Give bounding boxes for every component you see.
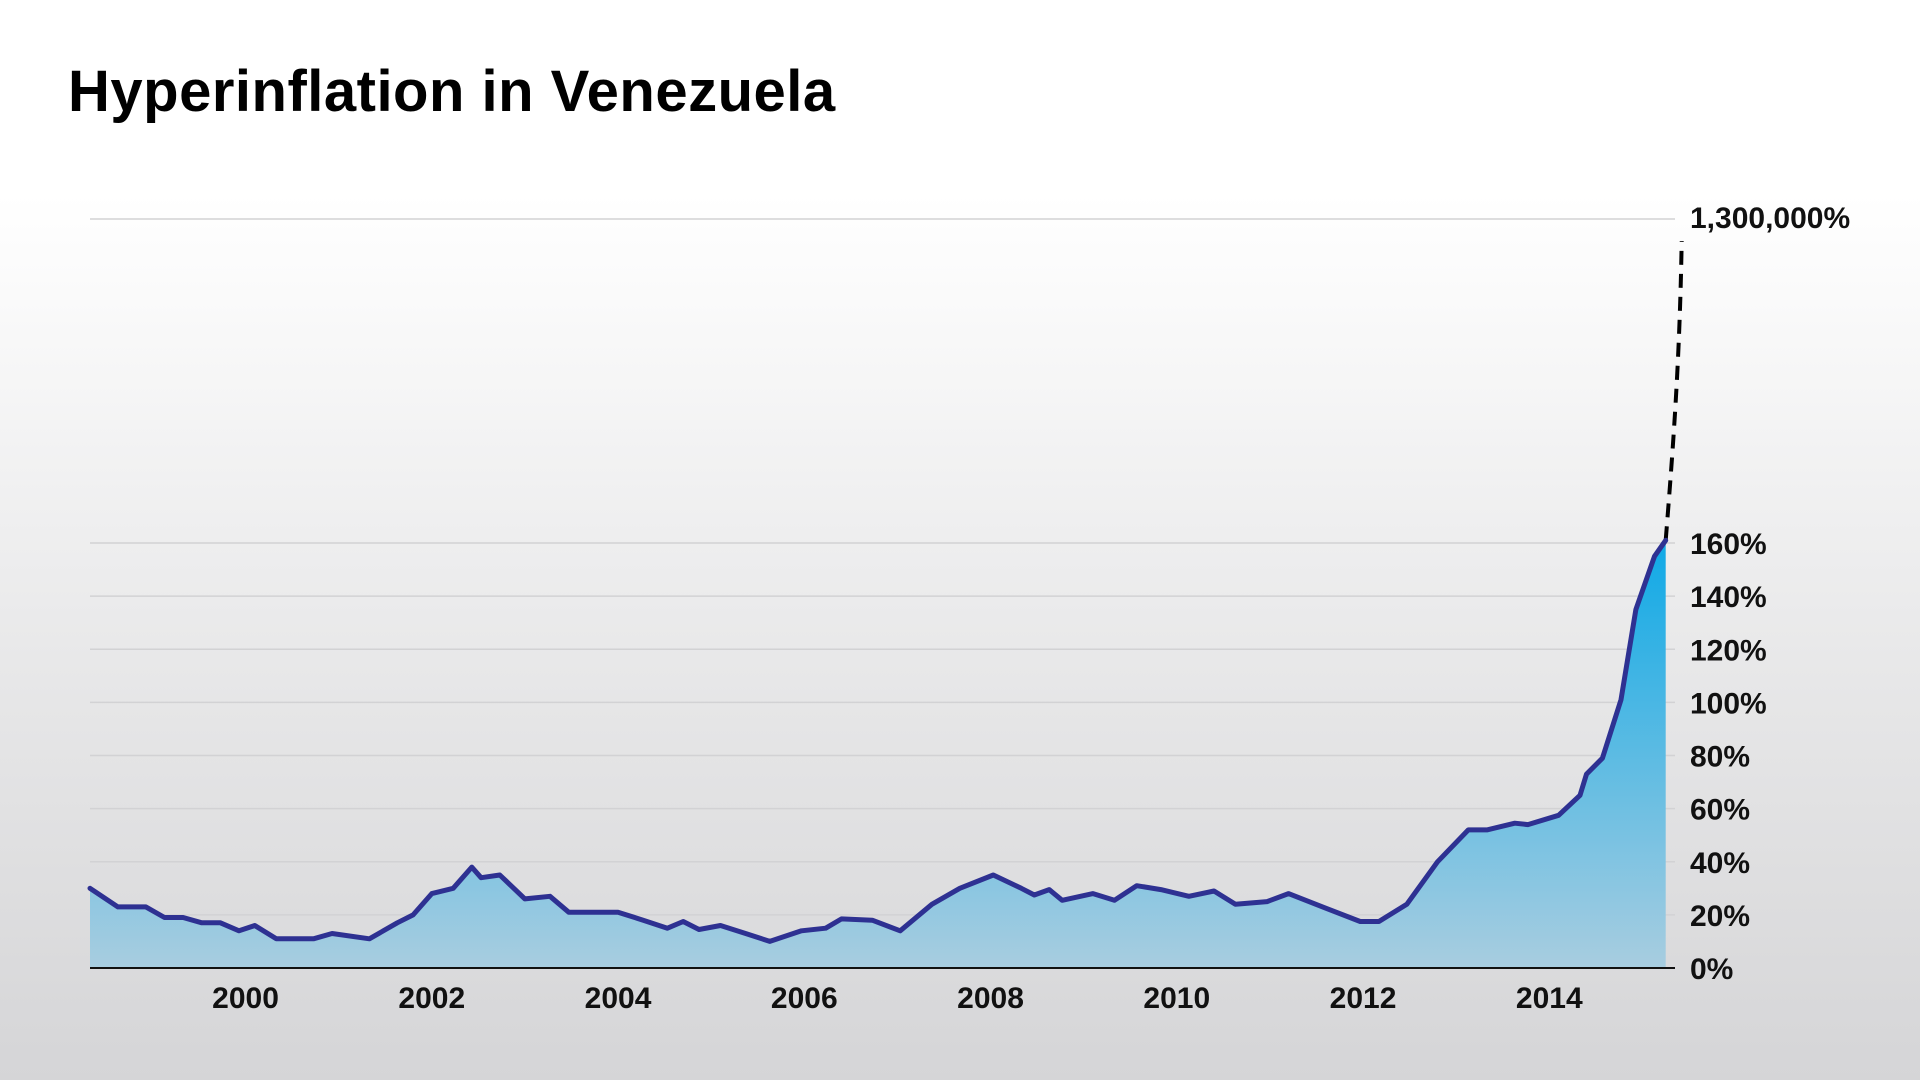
x-tick-label: 2010 [1143, 982, 1210, 1015]
x-tick-label: 2002 [398, 982, 465, 1015]
x-tick-label: 2004 [585, 982, 652, 1015]
x-tick-label: 2006 [771, 982, 838, 1015]
y-tick-label: 120% [1690, 634, 1767, 667]
x-tick-label: 2008 [957, 982, 1024, 1015]
y-tick-labels: 0% 20% 40% 60% 80% 100% 120% 140% 160% [1690, 528, 1767, 986]
gridlines [90, 218, 1675, 916]
x-tick-label: 2014 [1516, 982, 1583, 1015]
y-tick-label: 140% [1690, 581, 1767, 614]
x-tick-labels: 2000 2002 2004 2006 2008 2010 2012 2014 [212, 982, 1583, 1015]
y-tick-label: 80% [1690, 741, 1750, 774]
y-break-label: 1,300,000% [1690, 202, 1850, 235]
area-fill [90, 540, 1666, 968]
y-tick-label: 160% [1690, 528, 1767, 561]
y-tick-label: 40% [1690, 847, 1750, 880]
chart-title: Hyperinflation in Venezuela [68, 59, 836, 124]
x-tick-label: 2000 [212, 982, 279, 1015]
y-tick-label: 20% [1690, 900, 1750, 933]
inflation-line [87, 537, 1669, 944]
projection-dashed-line [1663, 240, 1684, 541]
x-tick-label: 2012 [1330, 982, 1397, 1015]
y-tick-label: 60% [1690, 794, 1750, 827]
y-tick-label: 0% [1690, 953, 1733, 986]
y-tick-label: 100% [1690, 687, 1767, 720]
